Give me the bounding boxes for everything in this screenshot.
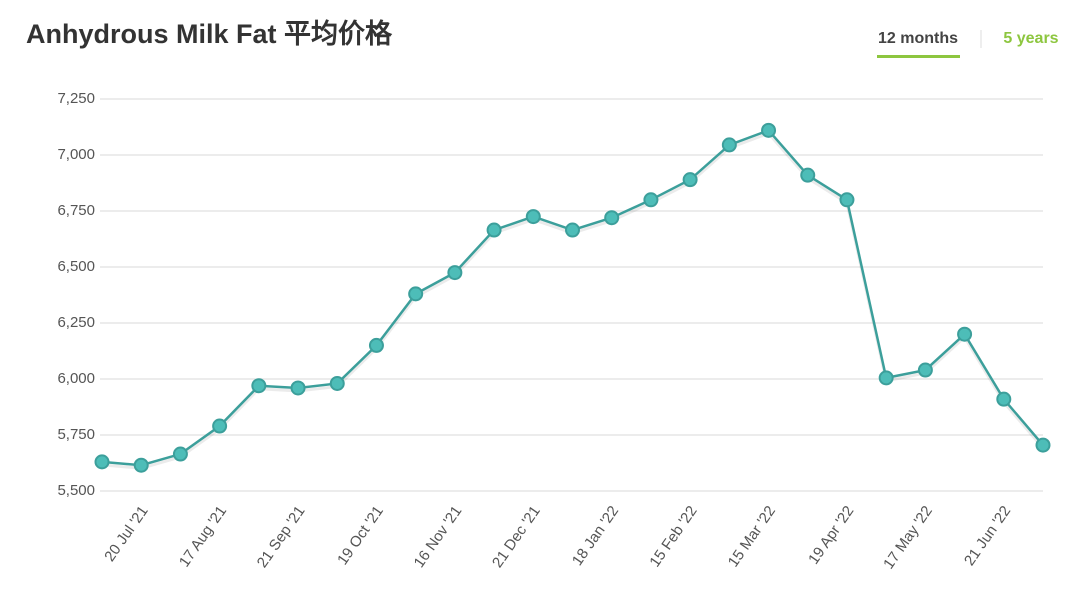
x-tick-label: 16 Nov '21 bbox=[411, 503, 466, 571]
point bbox=[133, 457, 149, 473]
y-tick-label: 5,500 bbox=[57, 482, 95, 499]
y-tick-label: 5,750 bbox=[57, 426, 95, 443]
x-tick-label: 21 Sep '21 bbox=[254, 503, 309, 571]
point bbox=[212, 418, 228, 434]
point bbox=[329, 375, 345, 391]
toggle-5-years[interactable]: 5 years bbox=[1003, 30, 1058, 47]
x-tick-label: 19 Oct '21 bbox=[334, 503, 387, 568]
x-tick-label: 15 Feb '22 bbox=[646, 503, 700, 570]
point bbox=[800, 167, 816, 183]
active-underline bbox=[877, 55, 960, 58]
y-tick-label: 6,000 bbox=[57, 370, 95, 387]
x-tick-label: 17 Aug '21 bbox=[176, 503, 230, 570]
point bbox=[1035, 437, 1051, 453]
point bbox=[917, 362, 933, 378]
point bbox=[486, 222, 502, 238]
point bbox=[996, 391, 1012, 407]
point bbox=[447, 265, 463, 281]
point bbox=[251, 378, 267, 394]
point bbox=[721, 137, 737, 153]
chart-title: Anhydrous Milk Fat 平均价格 bbox=[26, 19, 393, 49]
point bbox=[761, 122, 777, 138]
point bbox=[525, 209, 541, 225]
point bbox=[839, 192, 855, 208]
point bbox=[643, 192, 659, 208]
x-tick-label: 18 Jan '22 bbox=[569, 503, 622, 569]
y-tick-label: 7,000 bbox=[57, 146, 95, 163]
point bbox=[878, 370, 894, 386]
point bbox=[290, 380, 306, 396]
x-tick-label: 17 May '22 bbox=[880, 503, 936, 572]
point bbox=[682, 172, 698, 188]
line-shadow bbox=[101, 131, 1045, 470]
x-tick-label: 21 Jun '22 bbox=[961, 503, 1014, 569]
x-tick-label: 15 Mar '22 bbox=[725, 503, 779, 570]
point bbox=[172, 446, 188, 462]
point bbox=[94, 454, 110, 470]
point bbox=[368, 337, 384, 353]
x-tick-label: 21 Dec '21 bbox=[489, 503, 544, 571]
point bbox=[957, 326, 973, 342]
toggle-12-months[interactable]: 12 months bbox=[878, 30, 958, 47]
point bbox=[408, 286, 424, 302]
point bbox=[565, 222, 580, 238]
y-tick-label: 6,750 bbox=[57, 202, 95, 219]
point bbox=[604, 210, 620, 226]
y-tick-label: 6,250 bbox=[57, 314, 95, 331]
y-tick-label: 7,250 bbox=[57, 90, 95, 107]
y-tick-label: 6,500 bbox=[57, 258, 95, 275]
x-tick-label: 19 Apr '22 bbox=[805, 503, 857, 568]
series-line bbox=[101, 128, 1044, 467]
x-tick-label: 20 Jul '21 bbox=[101, 503, 151, 565]
